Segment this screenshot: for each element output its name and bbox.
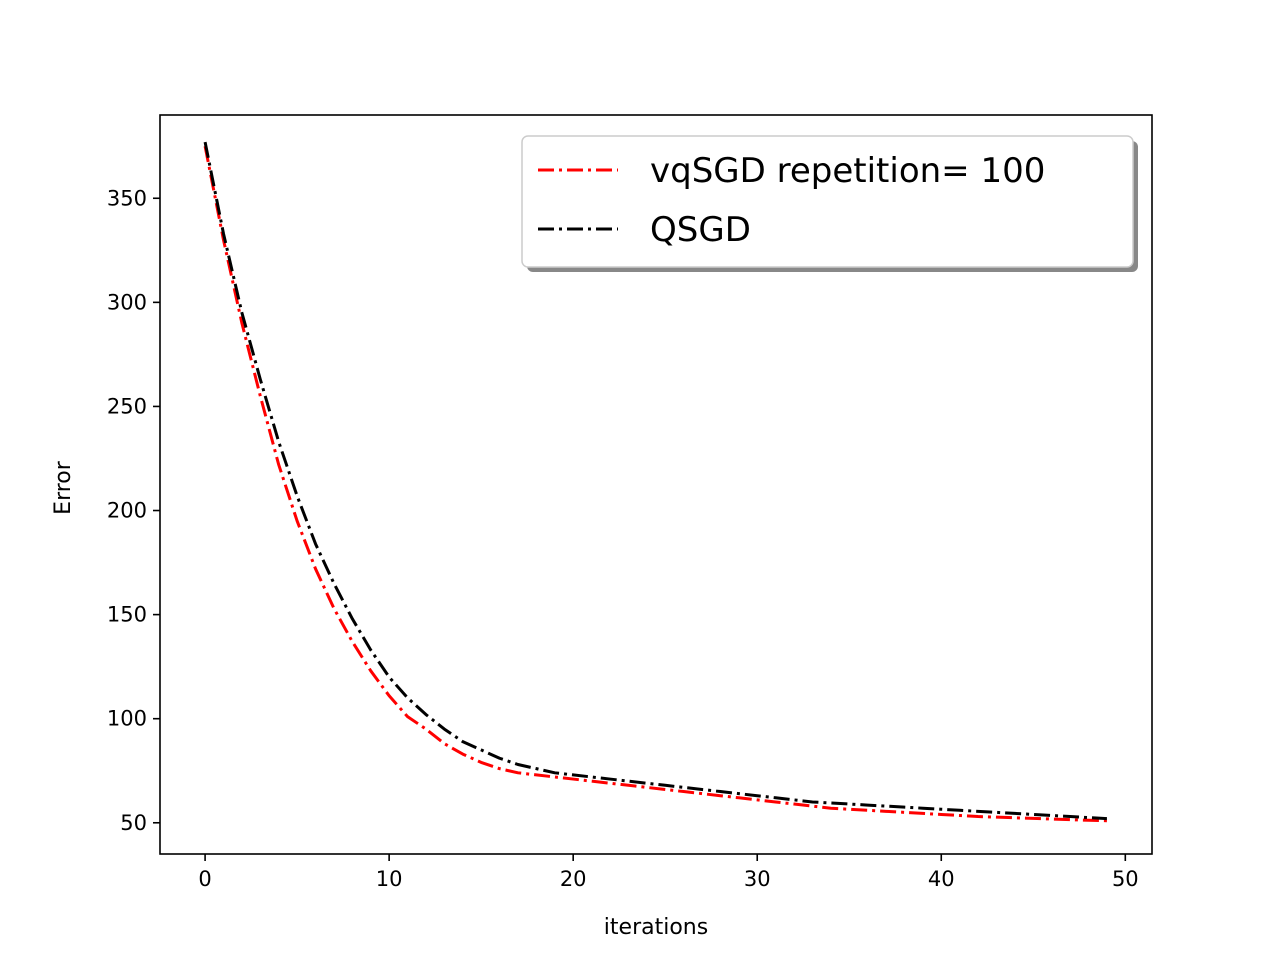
- plot-frame: [159, 114, 1153, 855]
- y-tick-label: 300: [107, 290, 147, 314]
- legend-box: [521, 135, 1134, 268]
- series-line-vqsgd: [203, 145, 1107, 823]
- x-tick-label: 30: [744, 867, 771, 891]
- y-tick-label: 100: [107, 707, 147, 731]
- y-tick-label: 50: [120, 811, 147, 835]
- series-line-qsgd: [203, 141, 1107, 821]
- legend: vqSGD repetition= 100 QSGD: [521, 135, 1138, 272]
- y-tick-label: 350: [107, 186, 147, 210]
- legend-label-vqsgd: vqSGD repetition= 100: [650, 151, 1045, 191]
- y-tick-label: 150: [107, 603, 147, 627]
- x-tick-label: 50: [1112, 867, 1139, 891]
- y-tick-label: 250: [107, 394, 147, 418]
- x-tick-label: 20: [560, 867, 587, 891]
- x-tick-label: 0: [198, 867, 211, 891]
- y-tick-label: 200: [107, 499, 147, 523]
- x-tick-label: 40: [928, 867, 955, 891]
- legend-label-qsgd: QSGD: [650, 210, 751, 250]
- x-tick-label: 10: [376, 867, 403, 891]
- x-axis-ticks: 0 10 20 30 40 50: [198, 854, 1139, 891]
- series-layer: [203, 141, 1107, 823]
- y-axis-ticks: 50 100 150 200 250 300 350: [107, 186, 160, 835]
- x-axis-label: iterations: [604, 915, 708, 940]
- y-axis-label: Error: [51, 460, 76, 515]
